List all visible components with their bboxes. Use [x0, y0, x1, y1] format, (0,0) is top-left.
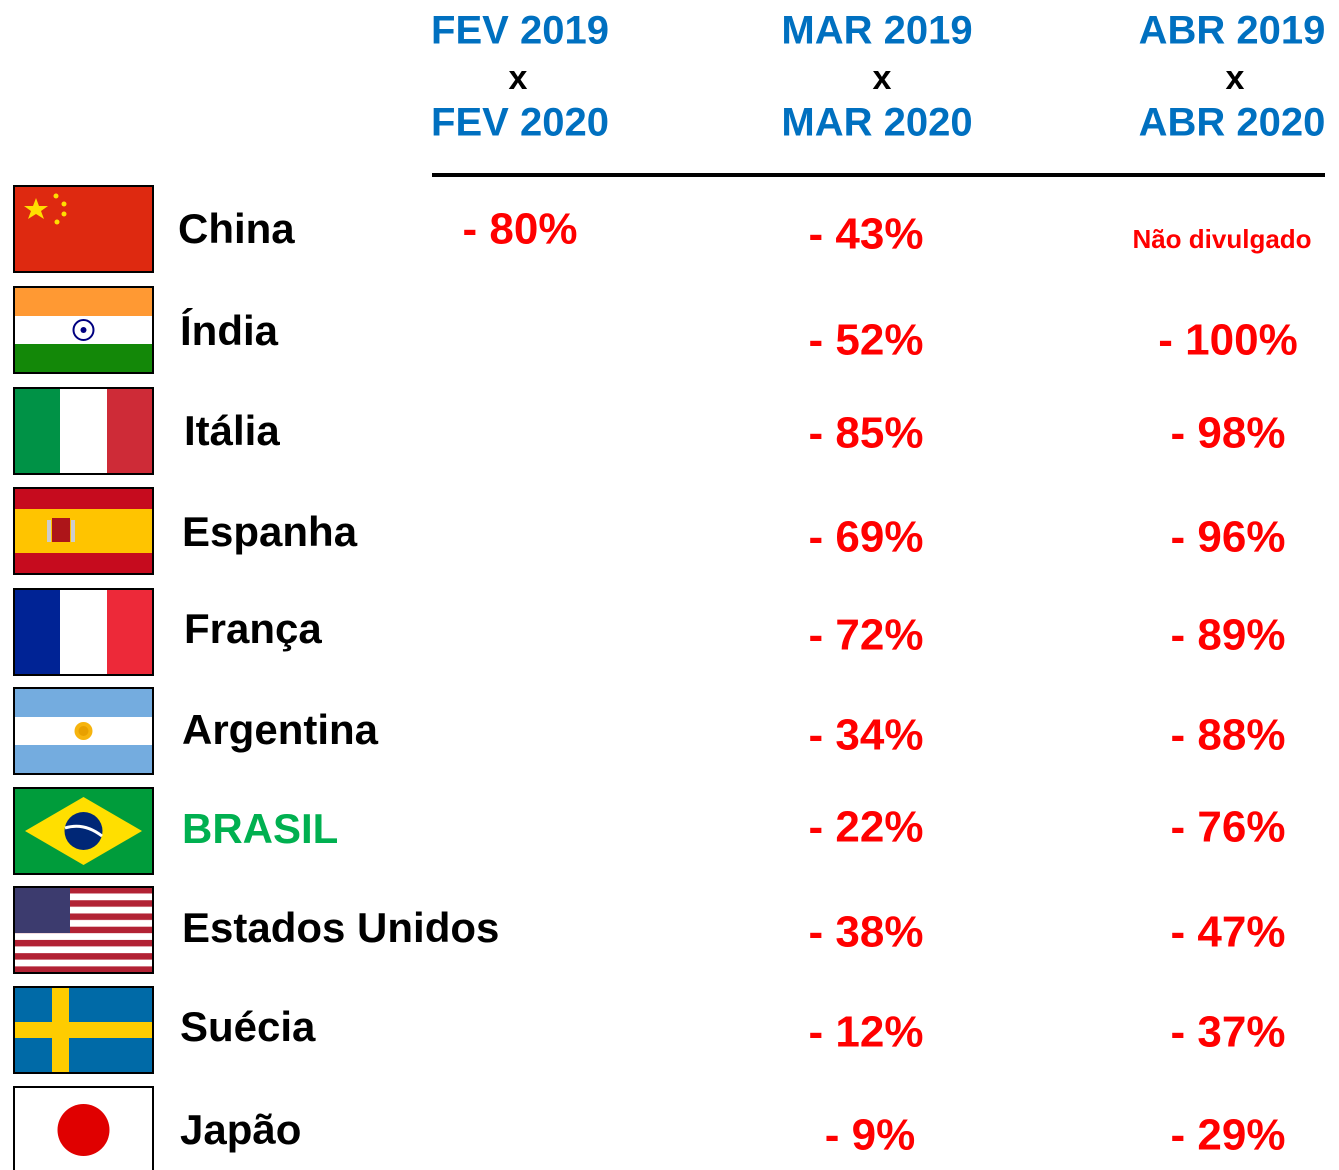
value-cell: - 100%: [1158, 316, 1297, 365]
country-name: França: [184, 605, 322, 652]
header-bottom: MAR 2020: [781, 101, 972, 145]
country-name: Índia: [180, 307, 279, 354]
value-cell: - 89%: [1171, 611, 1286, 660]
value-cell: - 12%: [809, 1008, 924, 1057]
flag-argentina: [13, 687, 154, 775]
flag-sweden: [13, 986, 154, 1074]
value-cell: - 80%: [463, 205, 578, 254]
value-cell: - 34%: [809, 711, 924, 760]
value-cell: - 76%: [1171, 803, 1286, 852]
column-headers: FEV 2019 x FEV 2020 MAR 2019 x MAR 2020 …: [431, 9, 1326, 177]
header-bottom: ABR 2020: [1139, 101, 1326, 145]
value-cell: - 98%: [1171, 409, 1286, 458]
header-sep: x: [1226, 59, 1245, 97]
country-name: Suécia: [180, 1003, 316, 1050]
value-cell: - 52%: [809, 316, 924, 365]
country-name: Espanha: [182, 508, 358, 555]
country-name: BRASIL: [182, 805, 338, 852]
country-name: Japão: [180, 1106, 301, 1153]
value-cell: - 72%: [809, 611, 924, 660]
header-top: ABR 2019: [1139, 9, 1326, 53]
value-cell: - 22%: [809, 803, 924, 852]
header-sep: x: [873, 59, 892, 97]
value-cell: - 96%: [1171, 513, 1286, 562]
country-name: Argentina: [182, 706, 379, 753]
header-top: MAR 2019: [781, 9, 972, 53]
header-sep: x: [509, 59, 528, 97]
value-cell: - 47%: [1171, 908, 1286, 957]
country-name: Itália: [184, 407, 280, 454]
value-cell: Não divulgado: [1132, 224, 1311, 254]
country-name: China: [178, 205, 295, 252]
value-cell: - 43%: [809, 210, 924, 259]
value-cell: - 85%: [809, 409, 924, 458]
value-cell: - 38%: [809, 908, 924, 957]
header-bottom: FEV 2020: [431, 101, 609, 145]
flag-usa: [13, 886, 154, 974]
flag-italy: [13, 387, 154, 475]
flag-brazil: [13, 787, 154, 875]
value-cell: - 88%: [1171, 711, 1286, 760]
flag-japan: [13, 1086, 154, 1170]
flag-china: [13, 185, 154, 273]
value-cell: - 29%: [1171, 1111, 1286, 1160]
value-cell: - 69%: [809, 513, 924, 562]
rows: China - 80% - 43% Não divulgado Índia - 52% - …: [178, 205, 1312, 1160]
value-cell: - 9%: [825, 1111, 915, 1160]
flag-spain: [13, 487, 154, 575]
flag-france: [13, 588, 154, 676]
header-top: FEV 2019: [431, 9, 609, 53]
flag-india: [13, 286, 154, 374]
country-name: Estados Unidos: [182, 904, 499, 951]
value-cell: - 37%: [1171, 1008, 1286, 1057]
